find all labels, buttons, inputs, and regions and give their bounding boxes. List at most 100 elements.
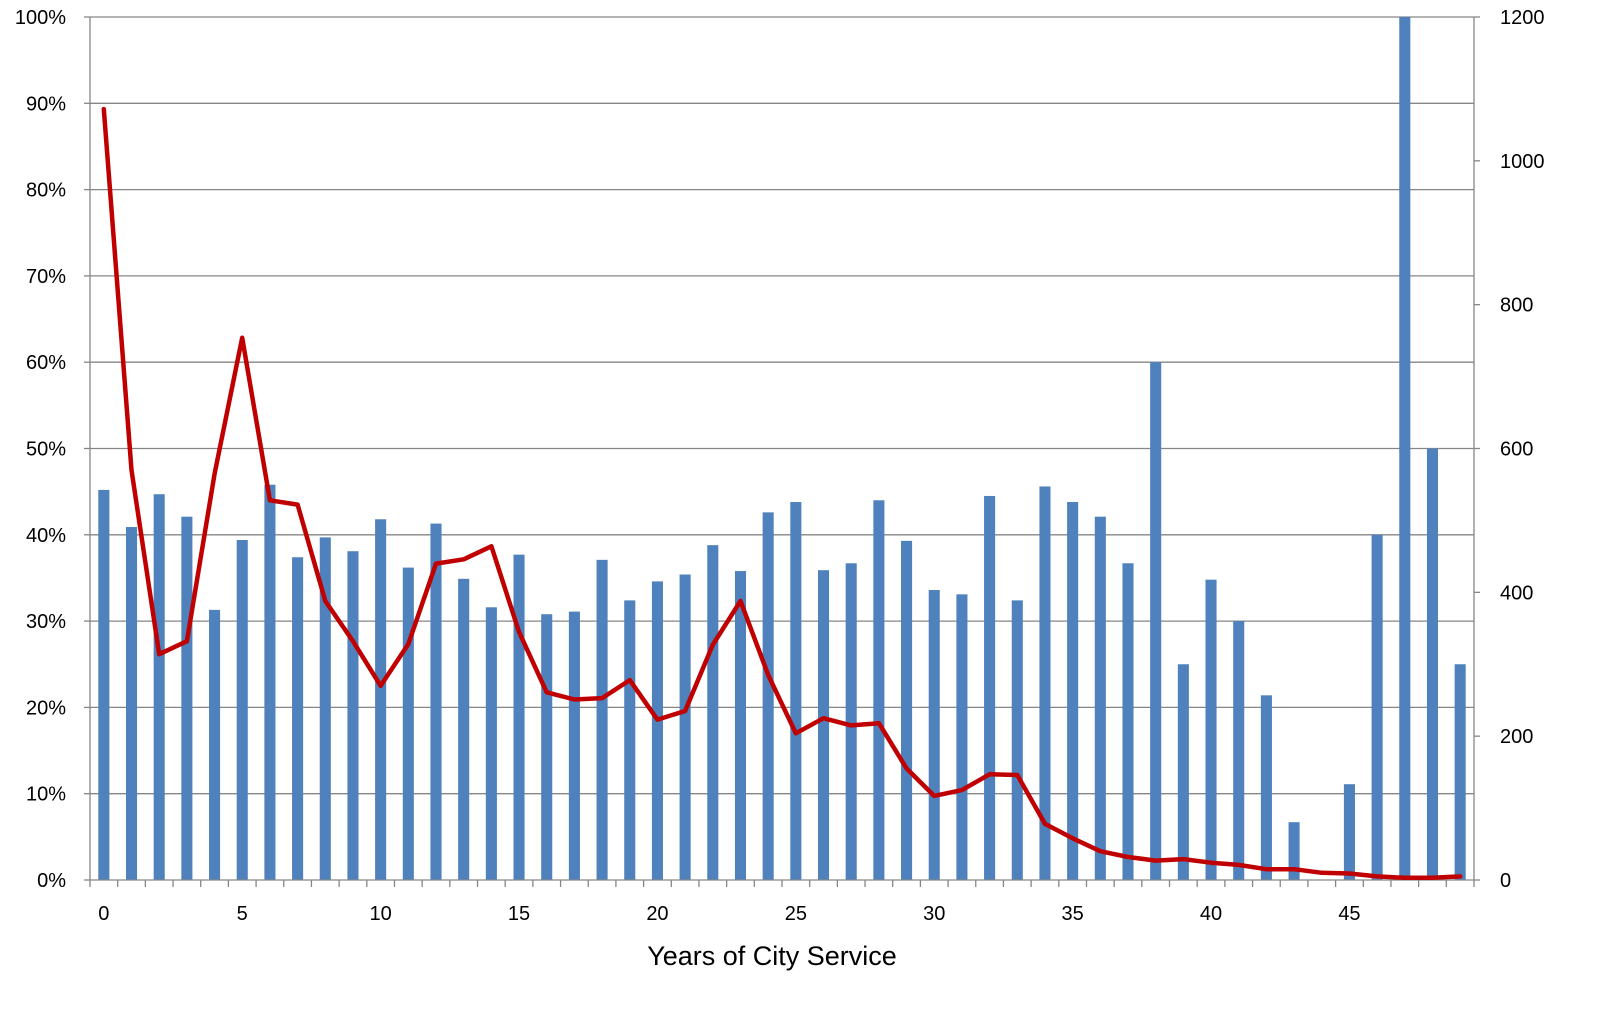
bar (1150, 362, 1162, 880)
line-point (987, 772, 992, 777)
x-tick-label: 5 (237, 903, 248, 925)
x-tick-label: 30 (923, 903, 945, 925)
line-point (904, 766, 909, 771)
line-point (544, 690, 549, 695)
y2-tick-label: 600 (1500, 439, 1533, 461)
bar (1343, 784, 1355, 880)
y-tick-label: 0% (37, 870, 66, 892)
bar (734, 571, 747, 880)
bar (1454, 664, 1466, 880)
line-point (406, 642, 411, 647)
bar (1011, 600, 1023, 880)
line-point (1292, 867, 1297, 872)
line-point (1209, 860, 1214, 865)
x-tick-label: 25 (785, 903, 807, 925)
x-tick-label: 45 (1338, 903, 1360, 925)
bar (485, 607, 497, 880)
x-tick-label: 10 (370, 903, 392, 925)
x-tick-label: 0 (98, 903, 109, 925)
line-point (350, 639, 355, 644)
line-point (1042, 821, 1047, 826)
y2-tick-label: 800 (1500, 295, 1533, 317)
line-point (101, 107, 106, 112)
bar (1426, 448, 1439, 880)
bar (375, 519, 387, 880)
line-point (1375, 874, 1380, 879)
line-point (378, 683, 383, 688)
line-point (434, 561, 438, 566)
bar (762, 512, 774, 880)
line-point (627, 678, 632, 683)
bar-series (98, 17, 1466, 880)
bar (1177, 664, 1189, 880)
bar (236, 539, 248, 880)
bar (1288, 822, 1300, 880)
bar (319, 537, 331, 880)
y-tick-label: 70% (26, 266, 66, 288)
line-point (323, 598, 328, 603)
bar (845, 563, 857, 880)
line-point (1458, 874, 1463, 879)
y2-tick-label: 1200 (1500, 7, 1545, 29)
y-tick-label: 80% (26, 180, 66, 202)
line-point (932, 793, 937, 798)
bar (790, 502, 802, 880)
bar (264, 484, 276, 880)
line-point (1236, 862, 1241, 867)
line-point (738, 598, 743, 603)
line-point (157, 652, 162, 657)
bar (596, 559, 608, 880)
bar (651, 581, 663, 880)
bar (209, 609, 221, 880)
bar (1039, 486, 1051, 880)
line-point (1264, 867, 1269, 872)
y2-tick-label: 200 (1500, 726, 1533, 748)
line-point (295, 502, 300, 507)
bar (1233, 621, 1245, 880)
line-point (655, 717, 660, 722)
line-point (572, 697, 577, 702)
x-tick-label: 20 (646, 903, 668, 925)
line-point (461, 557, 466, 562)
y2-tick-label: 1000 (1500, 151, 1545, 173)
line-point (489, 544, 494, 549)
bar (402, 567, 414, 880)
bar (513, 554, 525, 880)
y2-tick-label: 0 (1500, 870, 1511, 892)
bar (347, 551, 359, 880)
line-point (212, 471, 217, 476)
axes (84, 16, 1480, 887)
line-point (129, 468, 134, 473)
bar (292, 557, 304, 880)
line-point (766, 673, 771, 678)
line-point (710, 642, 715, 647)
bar (1371, 534, 1383, 880)
line-path (101, 106, 1463, 881)
bar (125, 527, 138, 880)
line-point (240, 335, 245, 340)
bar (1205, 579, 1217, 880)
y-tick-label: 90% (26, 93, 66, 115)
line-point (821, 716, 826, 721)
line-point (959, 788, 964, 793)
line-point (600, 696, 605, 701)
x-axis-title: Years of City Service (647, 941, 897, 971)
line-point (1098, 849, 1103, 854)
bar (1399, 17, 1411, 880)
bar (928, 590, 940, 880)
x-tick-label: 40 (1200, 903, 1222, 925)
bar (541, 614, 553, 880)
x-tick-label: 15 (508, 903, 530, 925)
line-point (1015, 773, 1020, 778)
bar (679, 574, 691, 880)
bar (1122, 563, 1134, 880)
line-series (101, 106, 1463, 881)
bar (984, 495, 996, 880)
line-point (1430, 875, 1435, 880)
bar (181, 516, 193, 880)
x-tick-label: 35 (1062, 903, 1084, 925)
bar (98, 489, 110, 880)
bar (901, 540, 913, 880)
line-point (683, 708, 688, 713)
